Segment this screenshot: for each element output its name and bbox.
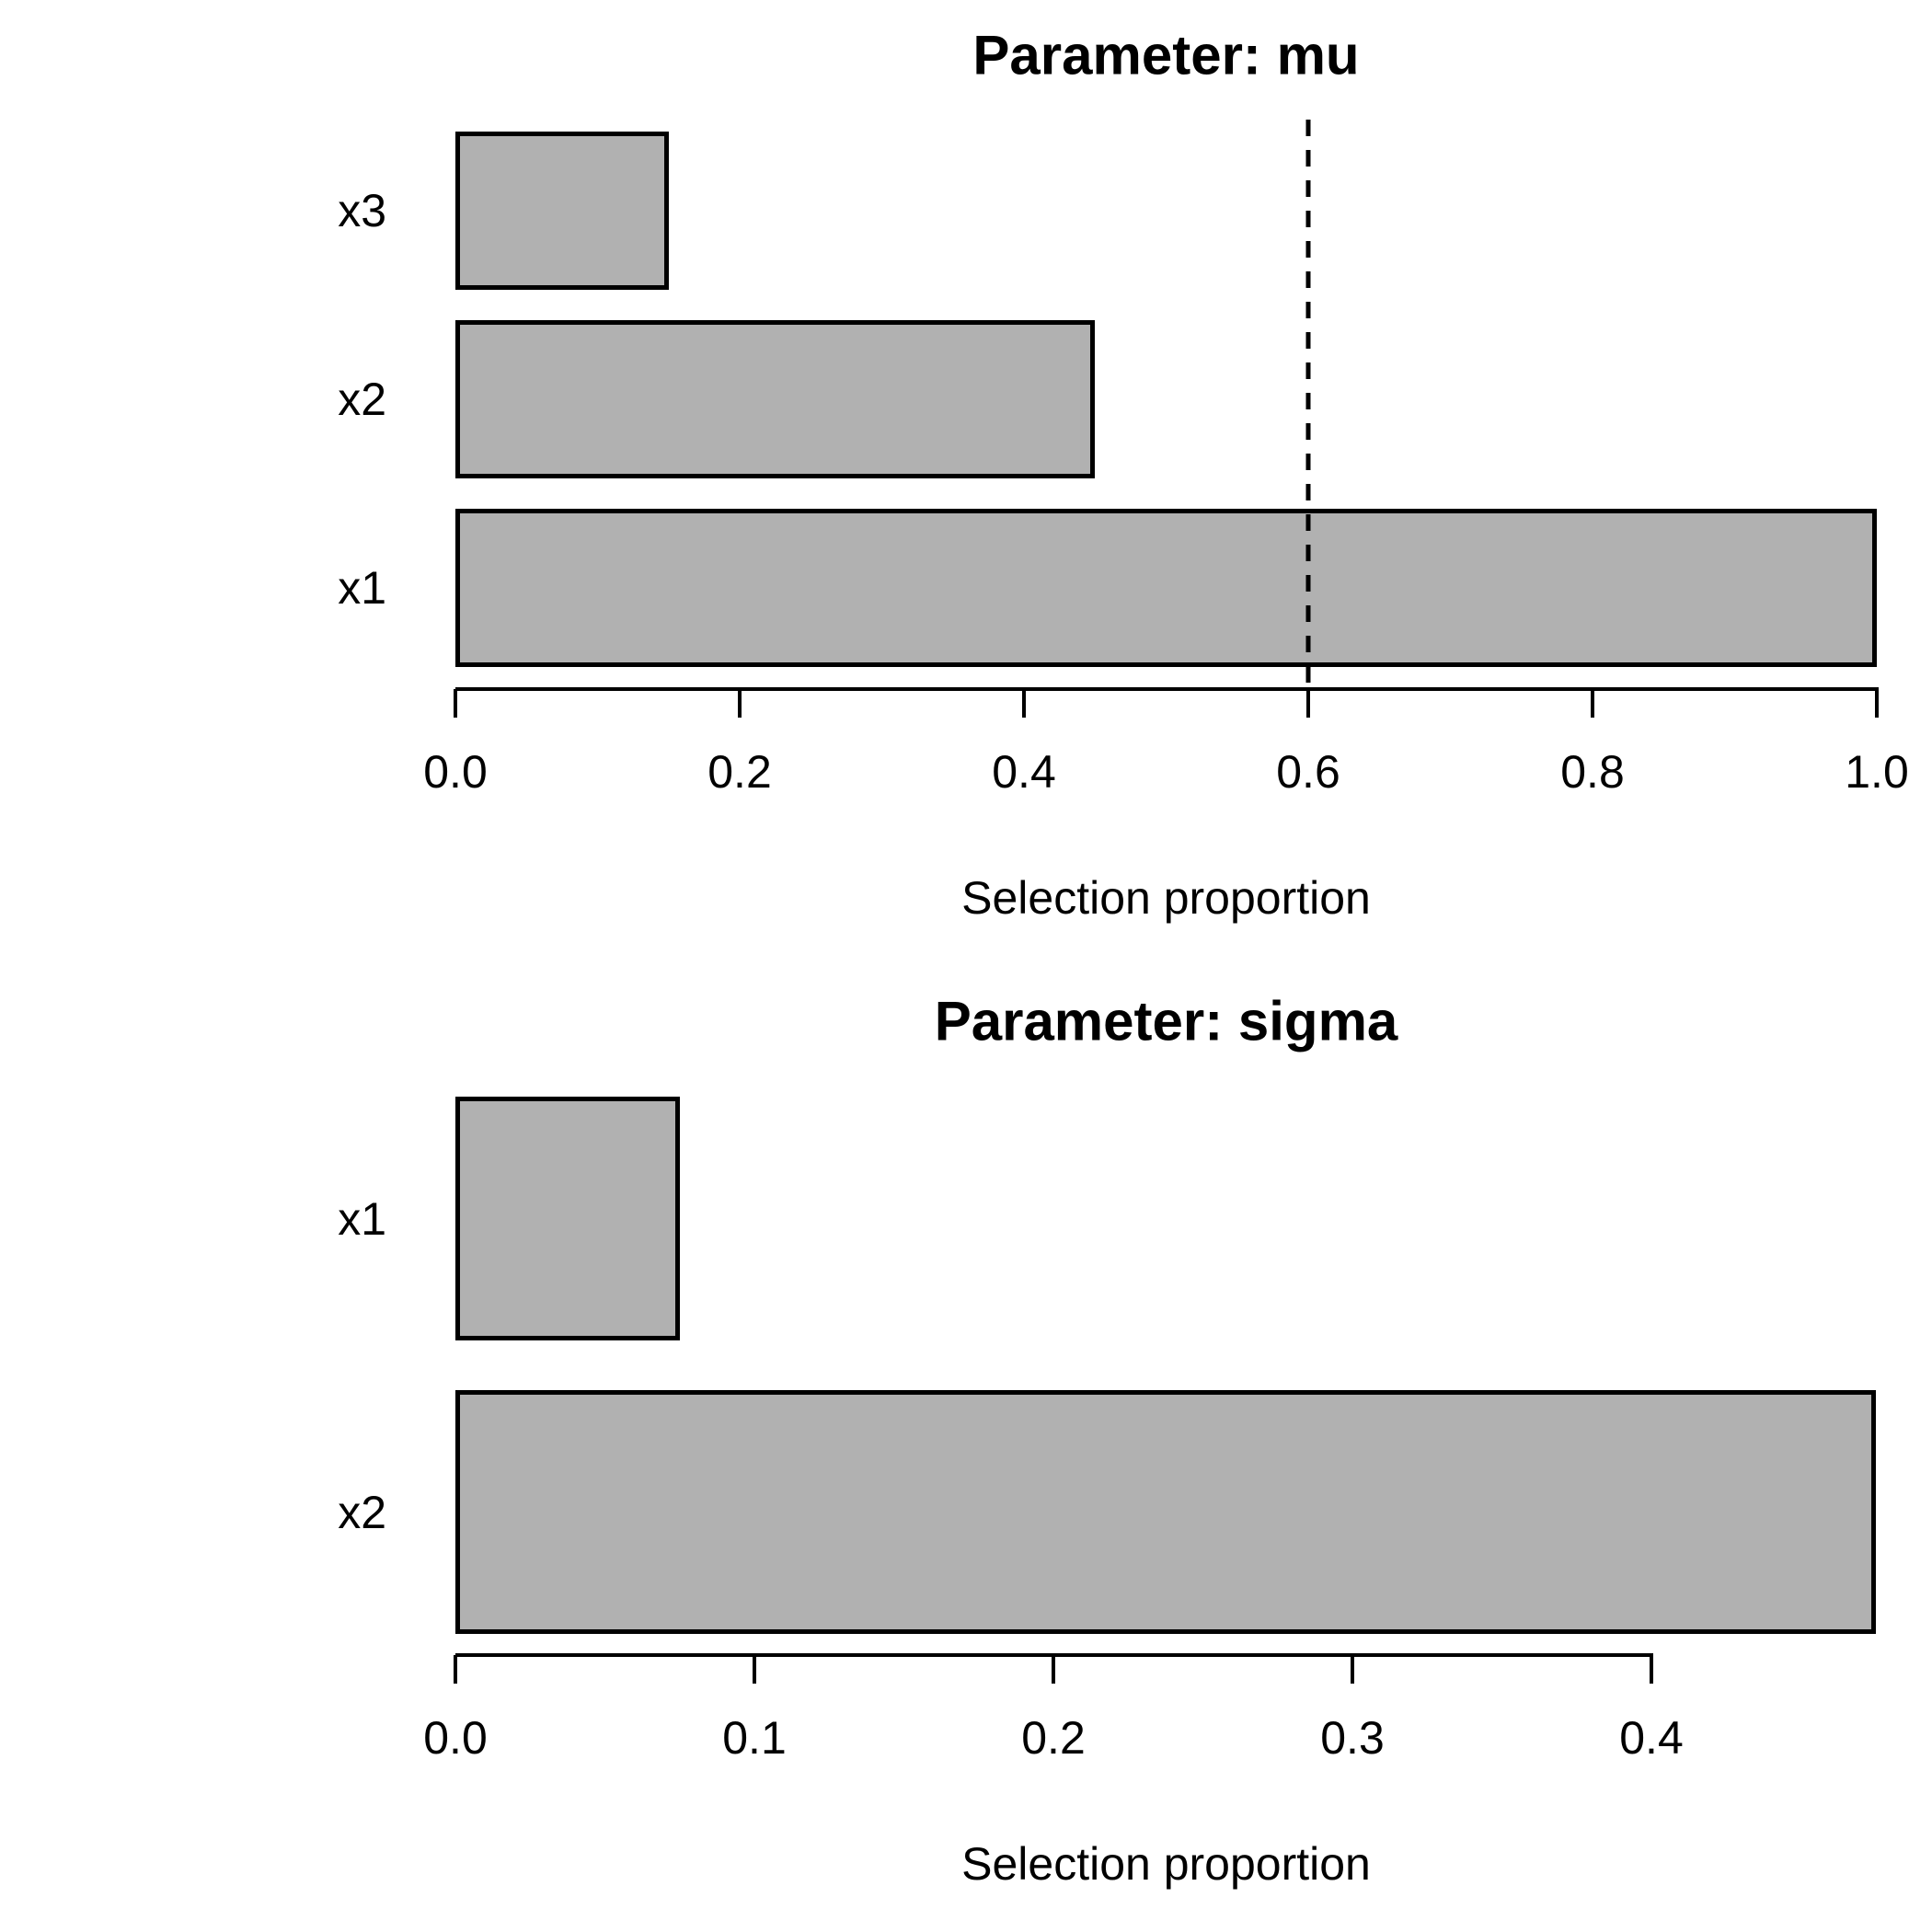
x-axis-tick bbox=[454, 689, 457, 718]
x-axis-label: Selection proportion bbox=[961, 872, 1371, 924]
x-axis-tick bbox=[1650, 1655, 1653, 1684]
x-axis-tick bbox=[753, 1655, 756, 1684]
x-axis-tick bbox=[454, 1655, 457, 1684]
x-axis-tick-label: 0.0 bbox=[423, 1712, 488, 1764]
x-axis-label: Selection proportion bbox=[961, 1838, 1371, 1890]
bar-x2 bbox=[455, 1390, 1876, 1634]
x-axis-tick-label: 0.2 bbox=[1021, 1712, 1086, 1764]
chart-panel-mu: Parameter: mu Selection proportion x3 x2 x… bbox=[338, 24, 1909, 924]
category-label-x1: x1 bbox=[338, 562, 386, 614]
bar-x2 bbox=[455, 320, 1095, 478]
x-axis-tick-label: 0.3 bbox=[1320, 1712, 1385, 1764]
chart-panel-sigma: Parameter: sigma Selection proportion x1… bbox=[0, 966, 1932, 1932]
x-axis-line bbox=[455, 687, 1879, 691]
x-axis-tick-label: 0.1 bbox=[722, 1712, 787, 1764]
x-axis-tick bbox=[1306, 689, 1310, 718]
x-axis-tick bbox=[738, 689, 742, 718]
bar-x3 bbox=[455, 132, 669, 290]
chart-title: Parameter: sigma bbox=[934, 990, 1398, 1052]
x-axis-tick-label: 0.8 bbox=[1560, 746, 1625, 798]
threshold-dashed-line bbox=[1305, 120, 1311, 689]
x-axis-tick bbox=[1052, 1655, 1055, 1684]
category-label-x2: x2 bbox=[338, 1486, 386, 1538]
x-axis-tick-label: 0.2 bbox=[707, 746, 772, 798]
bar-x1 bbox=[455, 1097, 680, 1340]
x-axis-tick bbox=[1875, 689, 1879, 718]
x-axis-tick-label: 0.0 bbox=[423, 746, 488, 798]
x-axis-tick bbox=[1022, 689, 1026, 718]
chart-title: Parameter: mu bbox=[972, 24, 1360, 86]
x-axis-tick-label: 1.0 bbox=[1845, 746, 1909, 798]
x-axis-tick bbox=[1591, 689, 1594, 718]
x-axis-tick-label: 0.4 bbox=[992, 746, 1056, 798]
category-label-x2: x2 bbox=[338, 374, 386, 425]
x-axis-tick-label: 0.4 bbox=[1619, 1712, 1684, 1764]
bar-x1 bbox=[455, 509, 1877, 667]
category-label-x1: x1 bbox=[338, 1192, 386, 1245]
category-label-x3: x3 bbox=[338, 185, 386, 236]
x-axis-tick bbox=[1351, 1655, 1354, 1684]
x-axis-tick-label: 0.6 bbox=[1276, 746, 1340, 798]
